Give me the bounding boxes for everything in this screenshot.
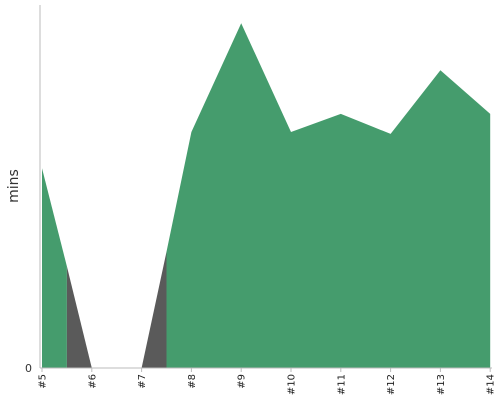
area-segments [42,23,491,368]
area-segment-3 [166,23,491,368]
x-tick-label: #7 [137,374,148,389]
x-tick-labels: #5 #6 #7 #8 #9 #10 #11 #12 #13 #14 [38,368,497,395]
x-tick-label: #12 [386,374,397,395]
x-tick-label: #11 [336,374,347,395]
x-tick-label: #10 [287,374,298,395]
y-tick-label-0: 0 [25,362,32,375]
x-tick-label: #5 [38,374,49,389]
x-tick-label: #6 [87,374,98,389]
y-axis-label: mins [6,169,22,203]
area-segment-0 [42,168,67,368]
x-tick-label: #9 [237,374,248,389]
area-segment-2 [141,251,167,368]
x-tick-label: #13 [436,374,447,395]
area-segment-1 [66,266,92,368]
x-tick-label: #8 [187,374,198,389]
x-tick-label: #14 [486,374,497,395]
